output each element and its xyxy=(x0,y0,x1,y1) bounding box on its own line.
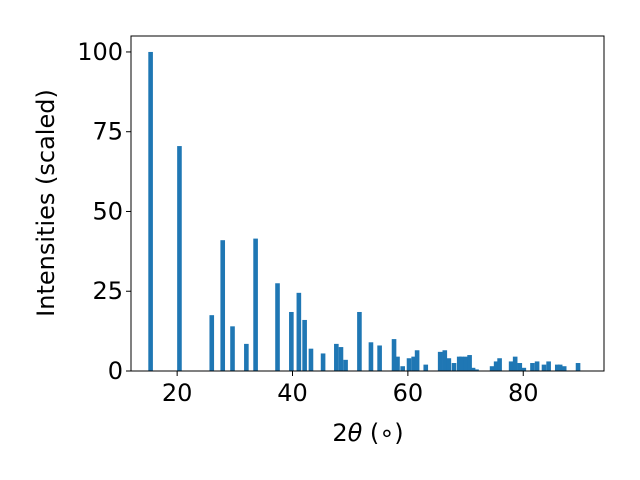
x-tick-label: 40 xyxy=(277,379,308,407)
bars-group xyxy=(148,51,581,371)
bar xyxy=(459,356,464,371)
bar xyxy=(253,238,258,371)
bar xyxy=(406,358,412,371)
bar xyxy=(534,361,540,371)
y-tick-label: 50 xyxy=(92,197,123,225)
x-axis-ticks: 20 40 60 80 xyxy=(162,371,539,407)
bar xyxy=(400,366,405,371)
bar xyxy=(275,283,280,371)
bar xyxy=(308,348,314,371)
bar xyxy=(512,356,518,371)
x-tick-label: 60 xyxy=(393,379,424,407)
bar xyxy=(517,363,523,371)
bar xyxy=(289,311,294,371)
bar xyxy=(546,361,551,371)
x-tick-label: 20 xyxy=(162,379,193,407)
bar xyxy=(530,363,535,371)
bar xyxy=(474,369,479,371)
bar xyxy=(493,361,499,371)
bar xyxy=(343,359,348,371)
bar xyxy=(296,292,302,371)
bar xyxy=(423,364,429,371)
bar xyxy=(575,363,581,371)
y-tick-label: 75 xyxy=(92,118,123,146)
x-axis-label-prefix: 2 xyxy=(332,419,347,447)
bar xyxy=(244,343,249,371)
bar xyxy=(442,350,448,371)
y-axis-label: Intensities (scaled) xyxy=(32,89,60,317)
bar xyxy=(554,364,560,371)
plot-frame xyxy=(130,35,605,372)
bar xyxy=(463,356,468,371)
bar xyxy=(489,366,495,371)
bar xyxy=(414,350,420,371)
bar xyxy=(220,240,226,371)
bar xyxy=(497,358,502,371)
bar xyxy=(451,363,457,371)
bar xyxy=(357,311,362,371)
bar xyxy=(456,356,462,371)
bar xyxy=(177,146,182,371)
bar xyxy=(338,347,344,371)
bar xyxy=(446,358,452,371)
bar xyxy=(320,353,326,371)
bar xyxy=(437,351,443,371)
bar xyxy=(541,364,547,371)
bar xyxy=(470,367,476,371)
bar xyxy=(148,51,153,371)
bar xyxy=(557,364,563,371)
y-tick-label: 0 xyxy=(108,357,123,385)
bar xyxy=(377,345,382,371)
bar xyxy=(395,356,400,371)
x-axis-label-symbol: θ xyxy=(348,419,363,447)
bar xyxy=(230,326,235,371)
bar xyxy=(368,342,374,371)
bar xyxy=(467,355,472,371)
y-tick-label: 100 xyxy=(77,38,123,66)
bar xyxy=(209,315,215,371)
bar xyxy=(302,319,307,371)
x-tick-label: 80 xyxy=(508,379,539,407)
y-tick-label: 25 xyxy=(92,277,123,305)
bar xyxy=(508,361,514,371)
bar xyxy=(521,367,527,371)
bar xyxy=(391,339,397,371)
bar xyxy=(561,366,567,371)
bar xyxy=(411,356,416,371)
x-axis-label-suffix: (∘) xyxy=(362,419,403,447)
y-axis-ticks: 0 25 50 75 100 xyxy=(77,38,131,385)
bar xyxy=(334,343,339,371)
x-axis-label: 2θ (∘) xyxy=(332,419,403,447)
